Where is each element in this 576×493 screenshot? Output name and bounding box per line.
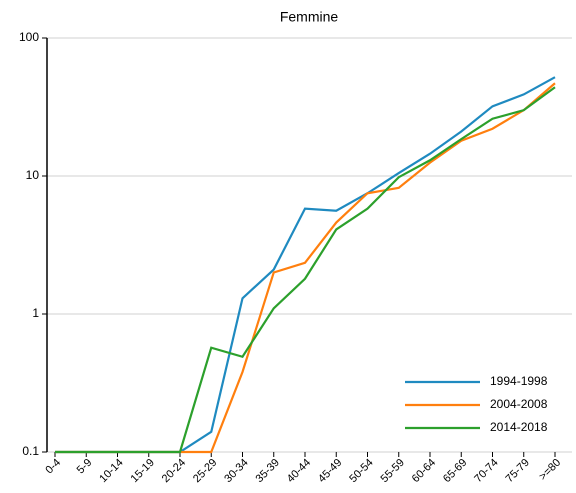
x-tick-label: 5-9	[75, 457, 95, 477]
x-tick-label: 15-19	[129, 457, 157, 485]
x-tick-label: 70-74	[472, 457, 500, 485]
chart-title: Femmine	[280, 9, 339, 25]
x-tick-label: 30-34	[222, 457, 250, 485]
series-line	[55, 86, 556, 454]
series-line	[55, 82, 556, 454]
x-tick-label: 40-44	[285, 457, 313, 485]
x-tick-label: 50-54	[347, 457, 375, 485]
y-tick-label: 100	[19, 30, 39, 44]
x-tick-label: 65-69	[441, 457, 469, 485]
x-tick-label: 55-59	[379, 457, 407, 485]
x-tick-label: 35-39	[254, 457, 282, 485]
legend-label: 1994-1998	[490, 374, 548, 388]
x-tick-label: 25-29	[191, 457, 219, 485]
x-tick-label: 20-24	[160, 457, 188, 485]
x-tick-label: >=80	[537, 457, 563, 483]
x-tick-label: 60-64	[410, 457, 438, 485]
y-tick-label: 10	[26, 168, 40, 182]
legend-label: 2004-2008	[490, 397, 548, 411]
x-tick-label: 45-49	[316, 457, 344, 485]
y-tick-label: 1	[32, 306, 39, 320]
x-tick-label: 10-14	[97, 457, 125, 485]
x-tick-label: 0-4	[43, 457, 63, 477]
legend-label: 2014-2018	[490, 420, 548, 434]
y-tick-label: 0.1	[22, 444, 39, 458]
x-tick-label: 75-79	[504, 457, 532, 485]
